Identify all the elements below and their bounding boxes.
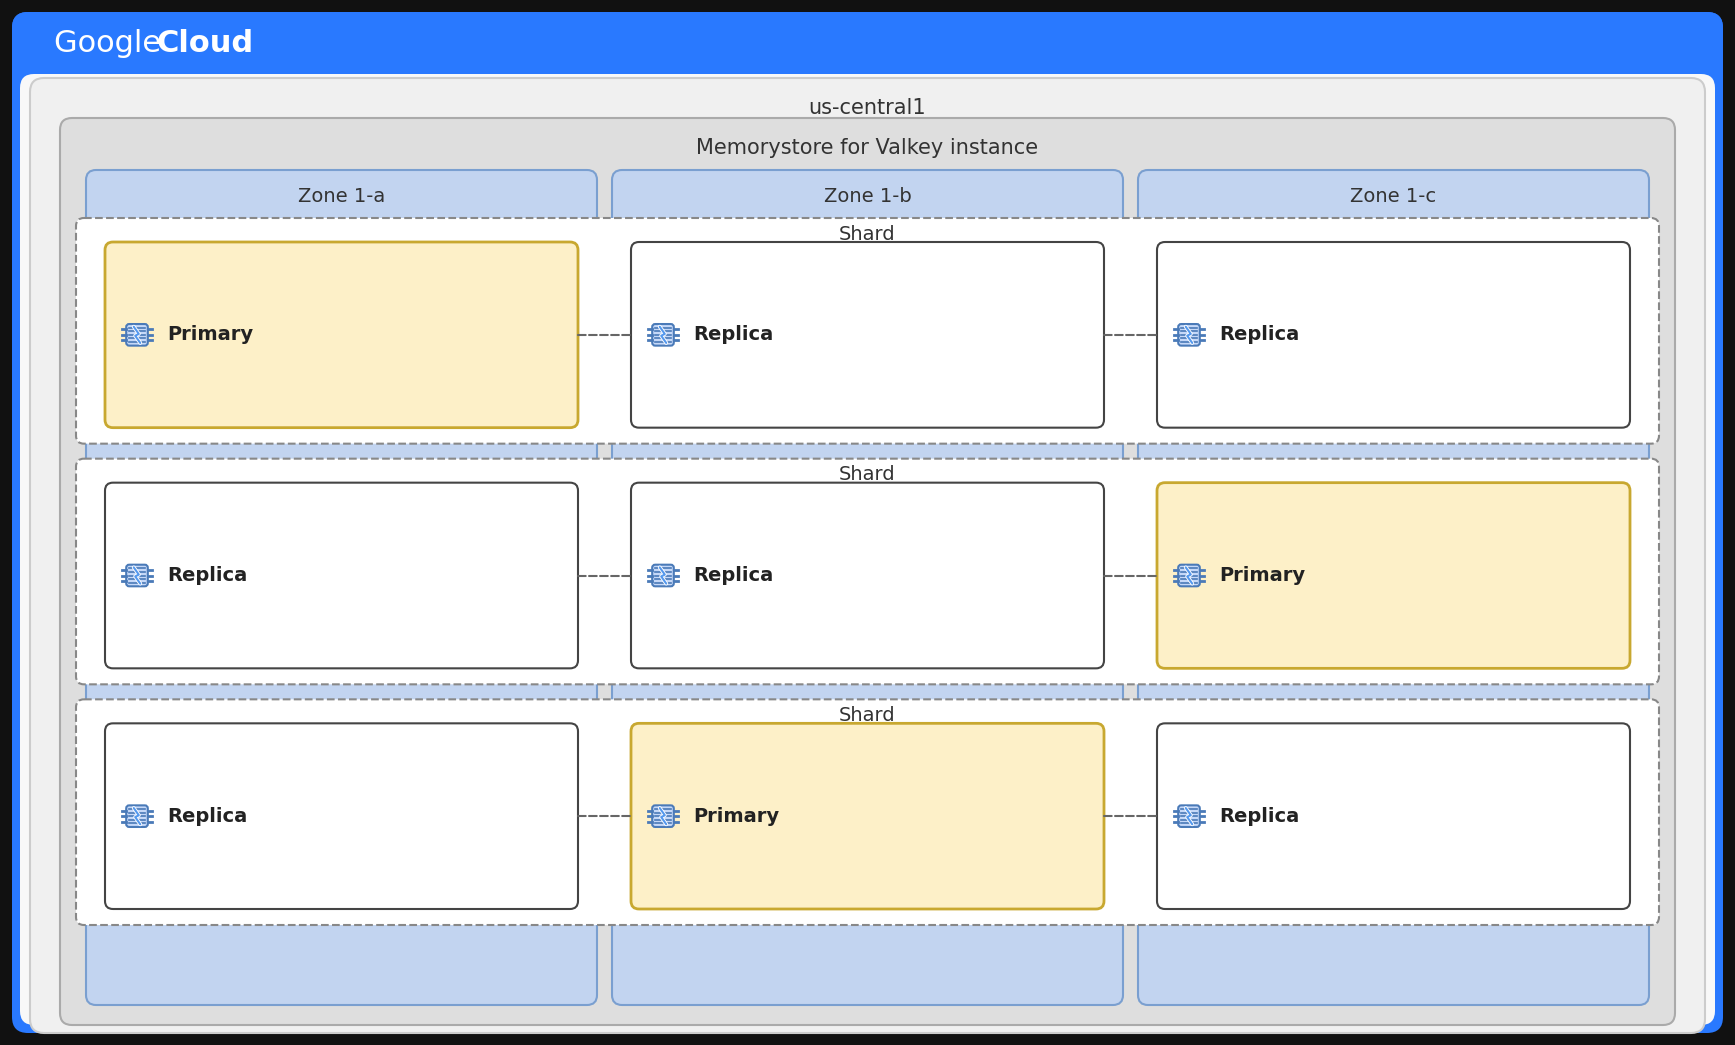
- FancyBboxPatch shape: [632, 242, 1103, 427]
- FancyBboxPatch shape: [127, 324, 147, 346]
- FancyBboxPatch shape: [1157, 242, 1629, 427]
- FancyBboxPatch shape: [127, 564, 147, 586]
- FancyBboxPatch shape: [76, 459, 1659, 684]
- FancyBboxPatch shape: [1178, 806, 1201, 827]
- Text: Primary: Primary: [167, 325, 253, 345]
- Text: Zone 1-a: Zone 1-a: [298, 186, 385, 206]
- FancyBboxPatch shape: [1157, 723, 1629, 909]
- FancyBboxPatch shape: [127, 806, 147, 827]
- Text: Primary: Primary: [692, 807, 779, 826]
- FancyBboxPatch shape: [652, 564, 673, 586]
- Text: Replica: Replica: [167, 807, 248, 826]
- Text: Shard: Shard: [840, 465, 895, 484]
- FancyBboxPatch shape: [61, 118, 1674, 1025]
- FancyBboxPatch shape: [106, 242, 578, 427]
- Text: Replica: Replica: [1220, 325, 1300, 345]
- FancyBboxPatch shape: [12, 11, 1723, 1034]
- FancyBboxPatch shape: [612, 170, 1123, 1005]
- FancyBboxPatch shape: [76, 699, 1659, 925]
- Text: Zone 1-b: Zone 1-b: [824, 186, 911, 206]
- FancyBboxPatch shape: [21, 74, 1714, 1025]
- Text: Replica: Replica: [692, 325, 774, 345]
- FancyBboxPatch shape: [1178, 324, 1201, 346]
- Text: Zone 1-c: Zone 1-c: [1350, 186, 1437, 206]
- Bar: [12, 54, 1723, 74]
- FancyBboxPatch shape: [1157, 483, 1629, 669]
- FancyBboxPatch shape: [76, 218, 1659, 444]
- FancyBboxPatch shape: [29, 78, 1706, 1034]
- FancyBboxPatch shape: [632, 723, 1103, 909]
- Text: Replica: Replica: [692, 566, 774, 585]
- FancyBboxPatch shape: [106, 723, 578, 909]
- Text: Memorystore for Valkey instance: Memorystore for Valkey instance: [696, 138, 1039, 158]
- FancyBboxPatch shape: [652, 806, 673, 827]
- Text: us-central1: us-central1: [809, 98, 926, 118]
- FancyBboxPatch shape: [106, 483, 578, 669]
- Text: Primary: Primary: [1220, 566, 1305, 585]
- Text: Shard: Shard: [840, 705, 895, 725]
- Text: Google: Google: [54, 29, 170, 59]
- Text: Shard: Shard: [840, 225, 895, 243]
- Text: Cloud: Cloud: [156, 29, 253, 59]
- FancyBboxPatch shape: [1178, 564, 1201, 586]
- FancyBboxPatch shape: [12, 11, 1723, 74]
- Text: Replica: Replica: [167, 566, 248, 585]
- FancyBboxPatch shape: [632, 483, 1103, 669]
- FancyBboxPatch shape: [652, 324, 673, 346]
- FancyBboxPatch shape: [1138, 170, 1648, 1005]
- FancyBboxPatch shape: [87, 170, 597, 1005]
- Text: Replica: Replica: [1220, 807, 1300, 826]
